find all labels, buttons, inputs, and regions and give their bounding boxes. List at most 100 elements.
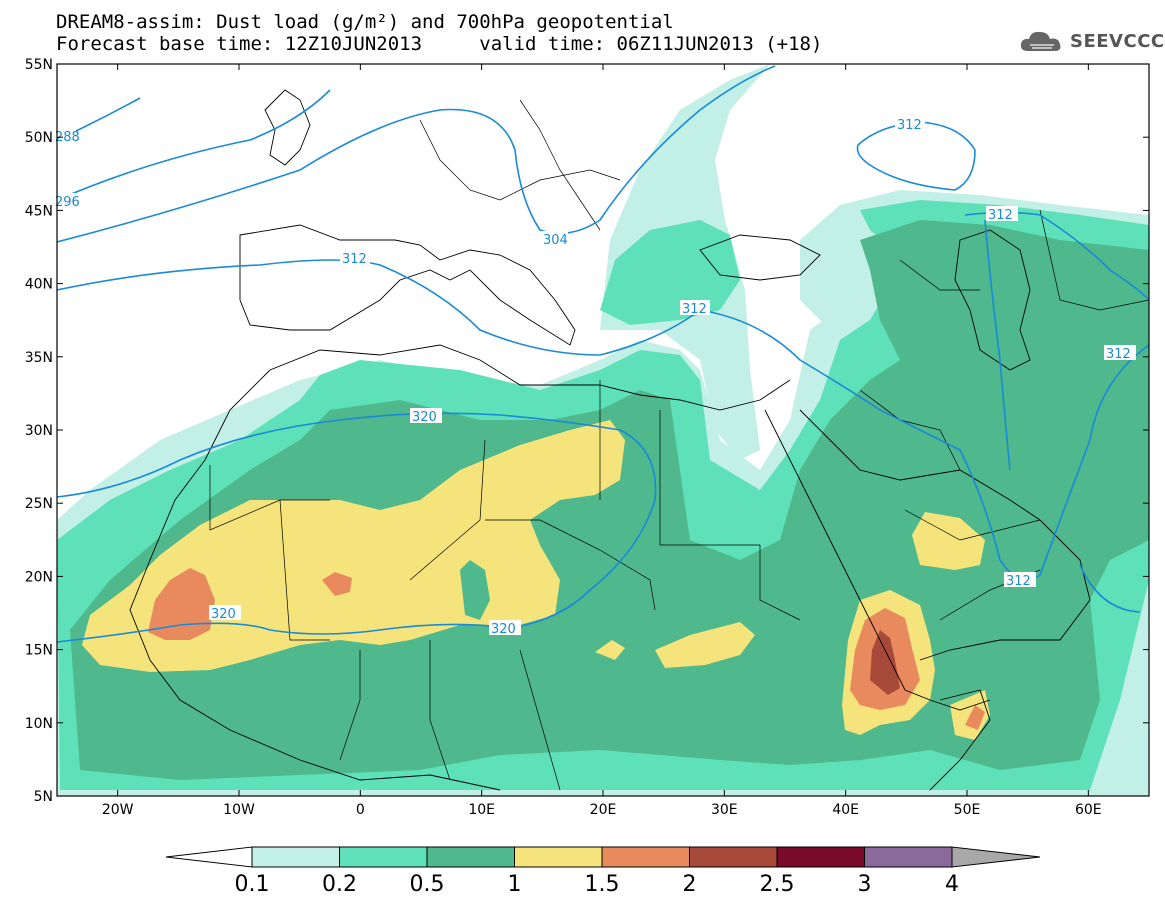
contour-label: 288 bbox=[55, 130, 80, 145]
colorbar-swatch bbox=[514, 846, 603, 868]
cloud-icon bbox=[1020, 31, 1061, 51]
dust-area-0.2-north bbox=[600, 220, 740, 325]
colorbar-swatch bbox=[776, 846, 865, 868]
contour-label: 320 bbox=[412, 410, 437, 425]
contour-label-bg bbox=[1004, 572, 1036, 587]
contour-label: 312 bbox=[988, 208, 1013, 223]
contour-320 bbox=[57, 412, 657, 643]
map-subtitle: Forecast base time: 12Z10JUN2013 valid t… bbox=[56, 34, 822, 54]
contour-label: 312 bbox=[1006, 574, 1031, 589]
north-africa-coast bbox=[204, 344, 791, 461]
colorbar-label: 1 bbox=[508, 872, 522, 897]
lon-tick-label: 40E bbox=[832, 802, 859, 818]
colorbar-swatch bbox=[426, 846, 515, 868]
border-line bbox=[659, 410, 760, 546]
lon-tick-label: 60E bbox=[1075, 802, 1102, 818]
lon-tick-label: 20E bbox=[590, 802, 617, 818]
border-line bbox=[899, 259, 980, 291]
lat-tick-label: 20N bbox=[25, 569, 53, 585]
lat-tick-label: 15N bbox=[25, 643, 53, 659]
contour-label-bg bbox=[895, 116, 925, 131]
contour-320-east bbox=[1079, 564, 1141, 613]
dust-fields bbox=[57, 64, 1149, 796]
lat-tick-label: 50N bbox=[25, 130, 53, 146]
contour-label-bg bbox=[986, 206, 1018, 221]
lat-tick-label: 30N bbox=[25, 423, 53, 439]
border-line bbox=[519, 649, 561, 791]
lat-tick-label: 35N bbox=[25, 350, 53, 366]
border-line bbox=[409, 439, 486, 581]
border-line bbox=[209, 465, 330, 531]
black-sea-coast bbox=[699, 234, 821, 281]
lat-tick-label: 55N bbox=[25, 57, 53, 73]
contour-label-bg bbox=[489, 620, 521, 635]
contour-label-bg bbox=[1104, 345, 1136, 360]
lat-tick-label: 5N bbox=[34, 789, 53, 805]
colorbar-swatch bbox=[689, 846, 778, 868]
border-line bbox=[519, 99, 601, 231]
contour-312-iran bbox=[984, 219, 1011, 471]
colorbar-swatch bbox=[251, 846, 340, 868]
base-time: Forecast base time: 12Z10JUN2013 bbox=[56, 33, 423, 55]
border-line bbox=[1039, 209, 1149, 311]
colorbar-min-arrow bbox=[165, 846, 253, 868]
valid-time: valid time: 06Z11JUN2013 (+18) bbox=[479, 33, 823, 55]
map-title: DREAM8-assim: Dust load (g/m²) and 700hP… bbox=[56, 11, 674, 33]
border-line bbox=[859, 389, 961, 471]
seevccc-logo: SEEVCCC bbox=[1018, 26, 1165, 56]
border-line bbox=[485, 519, 656, 611]
colorbar-label: 2.5 bbox=[760, 872, 795, 897]
lat-tick-label: 10N bbox=[25, 716, 53, 732]
contour-label-bg bbox=[54, 193, 76, 208]
contour-label-bg bbox=[209, 605, 241, 620]
dust-area-1-arabia bbox=[912, 512, 985, 570]
contour-label: 296 bbox=[55, 195, 80, 210]
contour-label: 304 bbox=[543, 233, 568, 248]
british-isles bbox=[264, 89, 311, 166]
contour-label: 320 bbox=[491, 622, 516, 637]
border-line bbox=[904, 509, 1041, 541]
logo-text: SEEVCCC bbox=[1070, 30, 1165, 52]
colorbar-label: 0.5 bbox=[410, 872, 445, 897]
colorbar-swatch bbox=[601, 846, 690, 868]
west-africa-coast bbox=[129, 459, 501, 791]
lon-tick-label: 10W bbox=[223, 802, 255, 818]
colorbar-swatch bbox=[864, 846, 953, 868]
dust-area-1.5-somalia bbox=[965, 705, 985, 730]
contour-label: 320 bbox=[211, 607, 236, 622]
lon-tick-label: 30E bbox=[711, 802, 738, 818]
contour-304-west bbox=[57, 65, 776, 243]
lon-tick-label: 10E bbox=[468, 802, 495, 818]
colorbar-label: 0.1 bbox=[235, 872, 270, 897]
europe-coast bbox=[239, 224, 576, 346]
border-line bbox=[339, 650, 361, 761]
border-line bbox=[419, 119, 621, 201]
contour-label-bg bbox=[542, 231, 568, 246]
colorbar-label: 4 bbox=[945, 872, 959, 897]
border-line bbox=[429, 640, 451, 781]
border-line bbox=[759, 545, 801, 621]
red-sea-coast bbox=[764, 409, 991, 711]
dust-area-1.5-west bbox=[148, 568, 215, 640]
contour-label: 312 bbox=[897, 118, 922, 133]
contour-label: 312 bbox=[342, 252, 367, 267]
contour-labels: 288 296 304 312 312 312 312 312 312 320 … bbox=[54, 116, 1136, 637]
caspian-coast bbox=[954, 229, 1031, 371]
dust-area-1-inner bbox=[460, 560, 490, 620]
horn-coast bbox=[929, 689, 991, 791]
contour-label-bg bbox=[680, 300, 710, 315]
dust-area-2-horn bbox=[870, 630, 900, 695]
colorbar-label: 0.2 bbox=[322, 872, 357, 897]
contour-label-bg bbox=[54, 128, 76, 143]
lon-tick-label: 0 bbox=[356, 802, 365, 818]
contour-label: 312 bbox=[682, 302, 707, 317]
lon-tick-label: 50E bbox=[954, 802, 981, 818]
dust-area-1.5-mali bbox=[322, 572, 352, 596]
dust-area-1-chad bbox=[655, 622, 755, 668]
lat-tick-label: 25N bbox=[25, 496, 53, 512]
colorbar-label: 3 bbox=[858, 872, 872, 897]
colorbar-swatch bbox=[339, 846, 428, 868]
map-axes: 55N 50N 45N 40N 35N 30N 25N 20N 15N 10N 5N 20W 10W 0 1… bbox=[25, 57, 1149, 818]
contour-label: 312 bbox=[1106, 347, 1131, 362]
